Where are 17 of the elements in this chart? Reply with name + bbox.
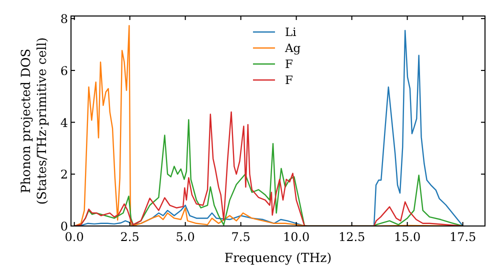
y-tick-label: 4 xyxy=(60,116,68,130)
legend-label: F xyxy=(285,73,293,87)
legend-label: F xyxy=(285,57,293,71)
x-axis-title: Frequency (THz) xyxy=(224,250,332,265)
y-axis-title: Phonon projected DOS (States/THz·primitive cell) xyxy=(18,37,49,205)
legend-label: Ag xyxy=(284,41,302,55)
y-tick-label: 8 xyxy=(60,12,68,26)
x-tick-label: 10.0 xyxy=(282,230,310,244)
x-tick-label: 2.5 xyxy=(120,230,140,244)
x-tick-label: 17.5 xyxy=(449,230,476,244)
x-tick-label: 12.5 xyxy=(338,230,366,244)
x-tick-label: 7.5 xyxy=(231,230,250,244)
y-tick-label: 2 xyxy=(60,168,68,182)
y-tick-label: 6 xyxy=(60,64,68,78)
x-tick-label: 5.0 xyxy=(176,230,195,244)
x-tick-label: 15.0 xyxy=(394,230,421,244)
legend-label: Li xyxy=(285,25,297,39)
